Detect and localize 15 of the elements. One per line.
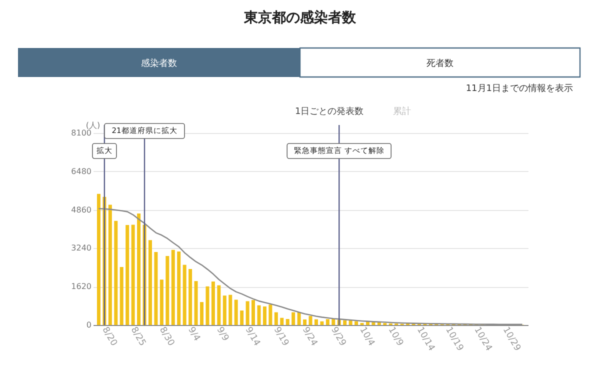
x-tick-label: 9/4 <box>186 326 202 344</box>
chart-title: 東京都の感染者数 <box>243 9 357 26</box>
y-tick-label: 1620 <box>71 282 92 292</box>
text: 死者数 <box>426 58 454 69</box>
y-axis-title: (人) <box>86 121 100 130</box>
y-tick-label: 3240 <box>71 244 92 253</box>
x-tick-label: 9/9 <box>214 326 230 344</box>
y-tick-label: 6480 <box>71 166 92 176</box>
text: 1日ごとの発表数 <box>295 106 364 117</box>
y-tick-label: 4860 <box>71 205 92 214</box>
text: 感染者数 <box>141 58 177 69</box>
text: 累計 <box>393 106 411 117</box>
y-tick-label: 0 <box>86 320 92 330</box>
text: 11月1日までの情報を表示 <box>466 83 573 94</box>
y-tick-label: 8100 <box>71 128 92 138</box>
